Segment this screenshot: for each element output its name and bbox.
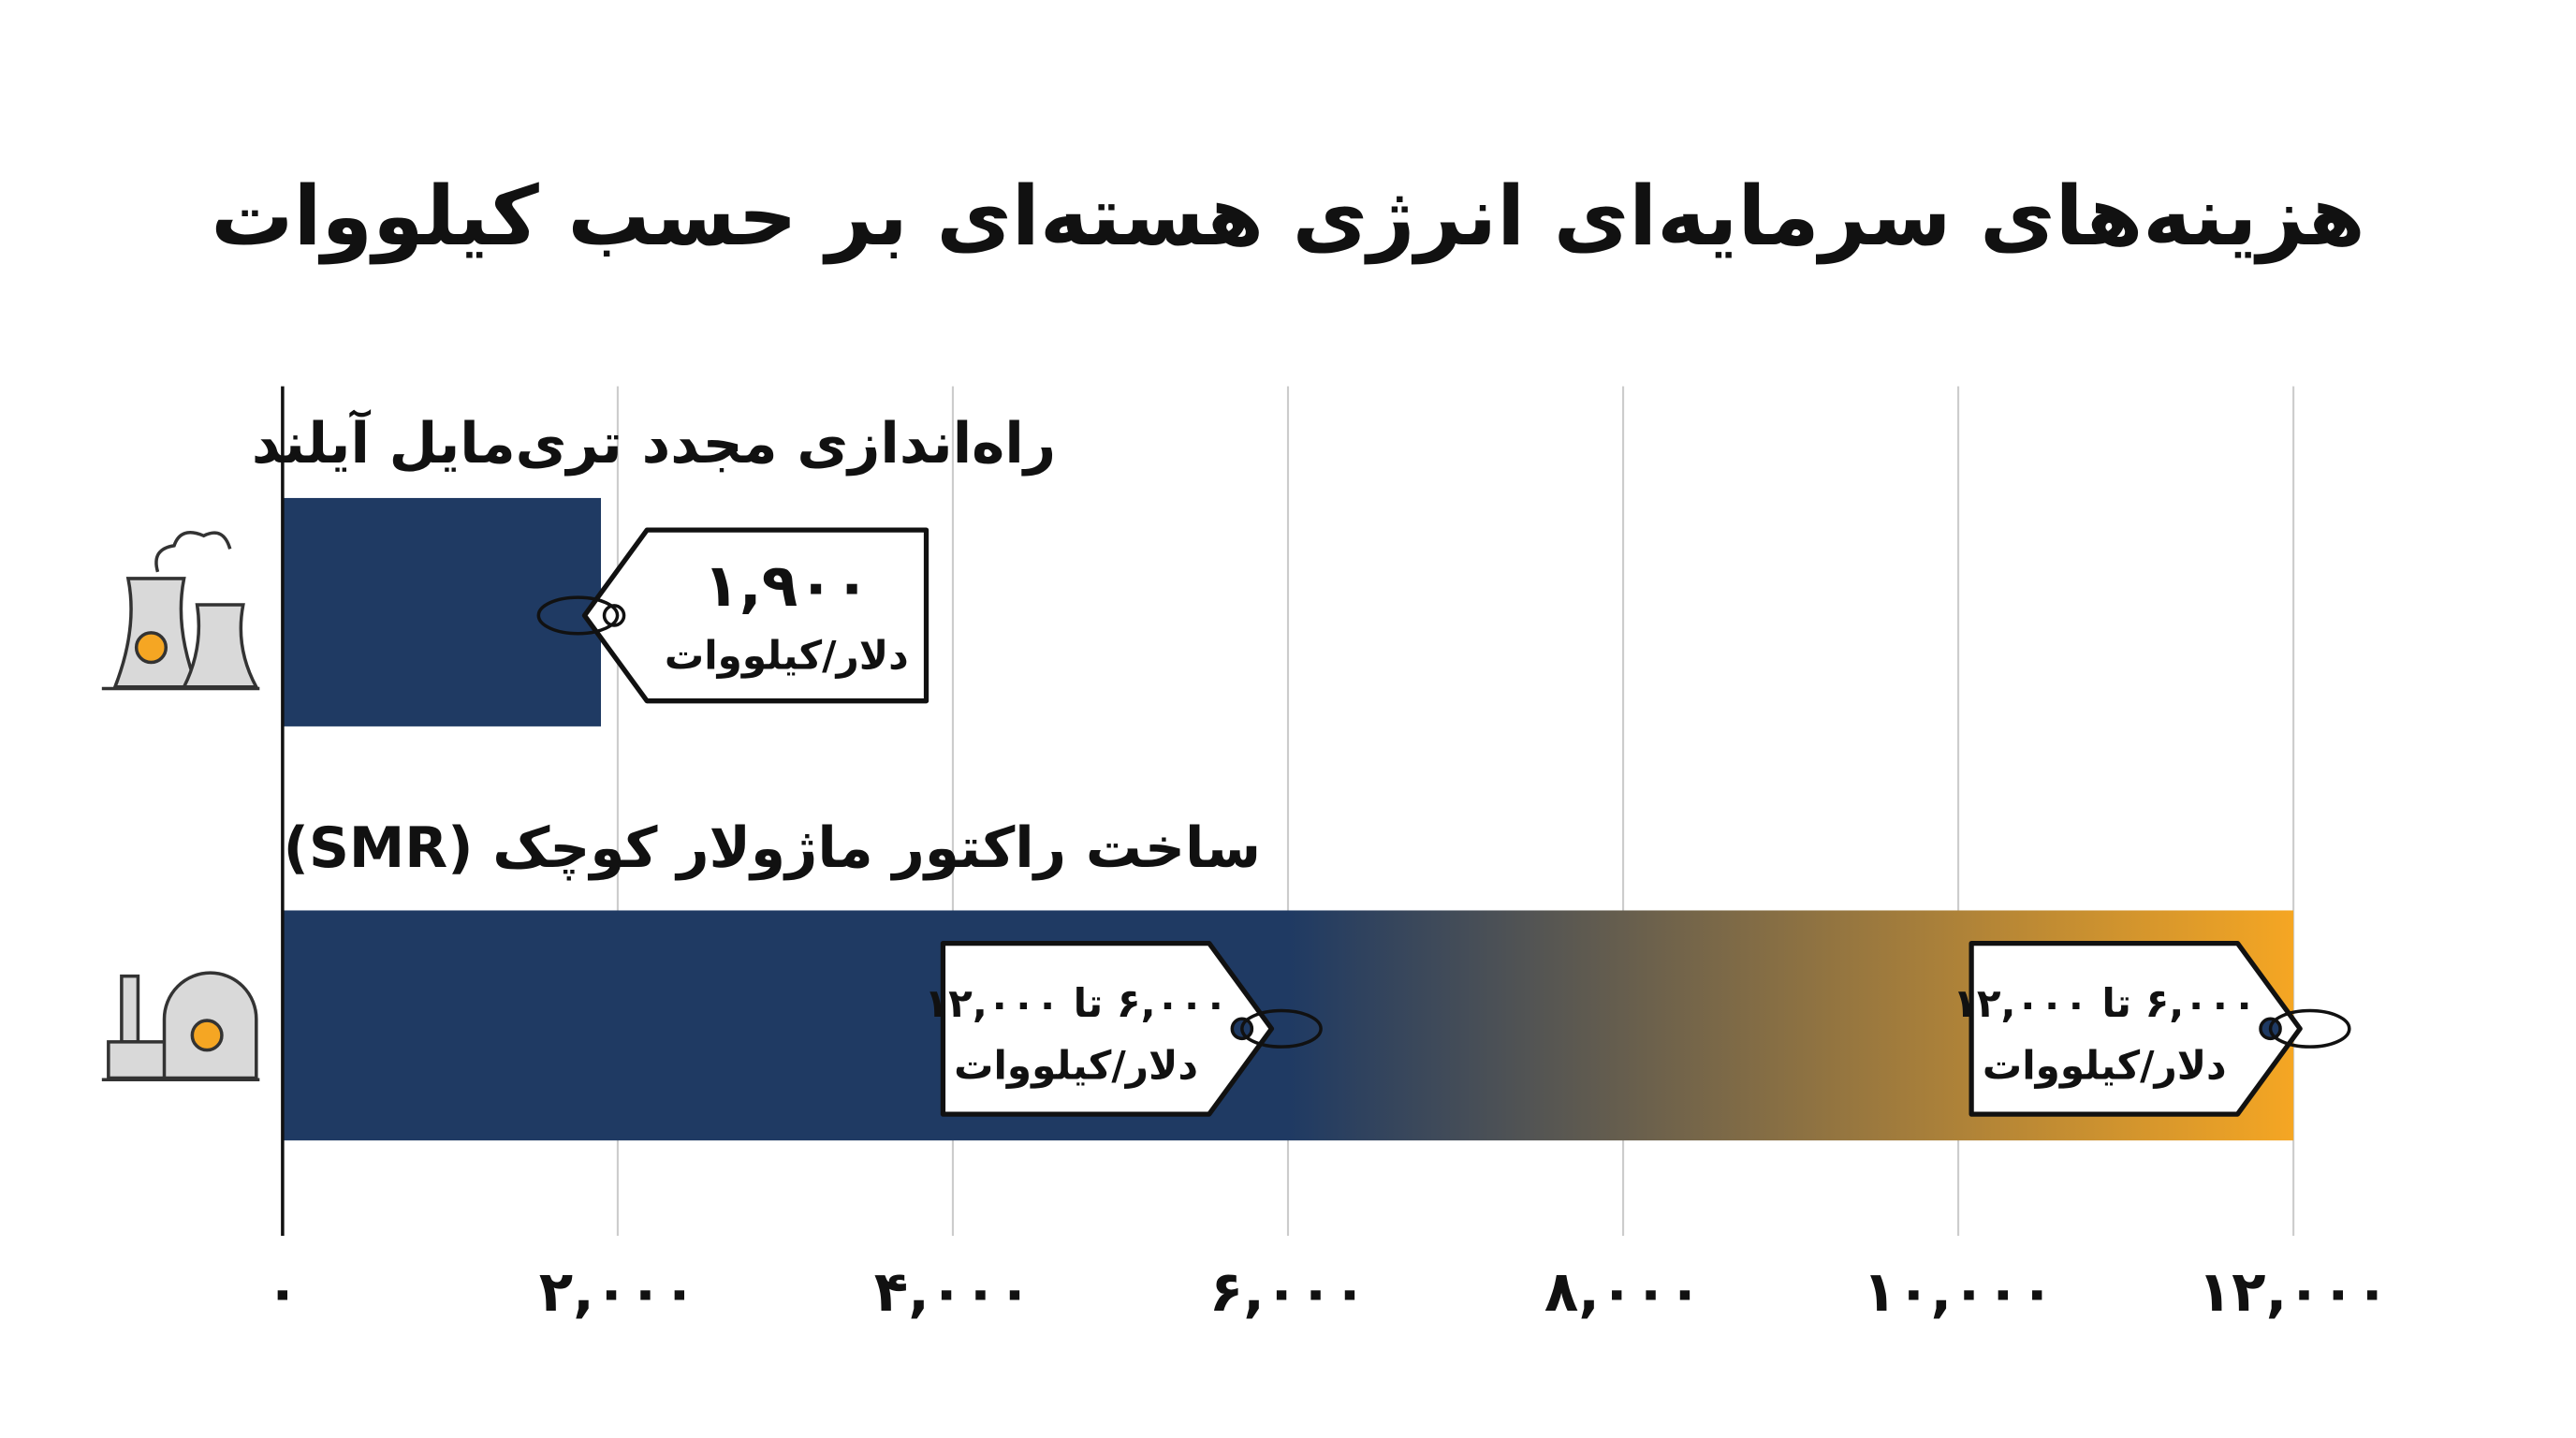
value-label: ۶,۰۰۰ تا ۱۲,۰۰۰: [1953, 980, 2256, 1026]
x-tick-label: ۱۲,۰۰۰: [2198, 1260, 2390, 1325]
bar: [282, 910, 2294, 1141]
value-label: ۱,۹۰۰: [703, 550, 870, 620]
category-label: ساخت راکتور ماژولار کوچک (SMR): [284, 816, 1261, 881]
chart-title: هزینه‌های سرمایه‌ای انرژی هسته‌ای بر حسب…: [211, 169, 2364, 265]
cooling-tower-icon: [101, 531, 260, 691]
x-tick-label: ۶,۰۰۰: [1209, 1260, 1367, 1325]
unit-label: دلار/کیلووات: [1983, 1042, 2227, 1089]
tag-string: [536, 595, 620, 636]
tag-hole: [602, 604, 626, 627]
labels: ۰ ۲,۰۰۰ ۴,۰۰۰ ۶,۰۰۰ ۸,۰۰۰ ۱۰,۰۰۰ ۱۲,۰۰۰ راه‌اند…: [252, 409, 2390, 1325]
x-tick-label: ۲,۰۰۰: [539, 1260, 696, 1325]
category-label: راه‌اندازی مجدد تری‌مایل آیلند: [252, 409, 1056, 477]
bar: [282, 497, 602, 726]
price-tag: [1969, 940, 2303, 1117]
x-tick-label: ۱۰,۰۰۰: [1863, 1260, 2055, 1325]
reactor-icon: [101, 971, 260, 1081]
grid: [616, 386, 2295, 1236]
x-tick-label: ۰: [266, 1260, 300, 1325]
unit-label: دلار/کیلووات: [665, 633, 909, 680]
x-tick-label: ۴,۰۰۰: [874, 1260, 1032, 1325]
value-label: ۶,۰۰۰ تا ۱۲,۰۰۰: [924, 980, 1227, 1026]
price-tag: [940, 940, 1275, 1117]
price-tag: [581, 527, 929, 704]
tag-string: [2268, 1008, 2351, 1049]
unit-label: دلار/کیلووات: [954, 1042, 1198, 1089]
tag-string: [1240, 1008, 1323, 1049]
x-tick-label: ۸,۰۰۰: [1544, 1260, 1702, 1325]
bars: [282, 497, 2294, 1141]
